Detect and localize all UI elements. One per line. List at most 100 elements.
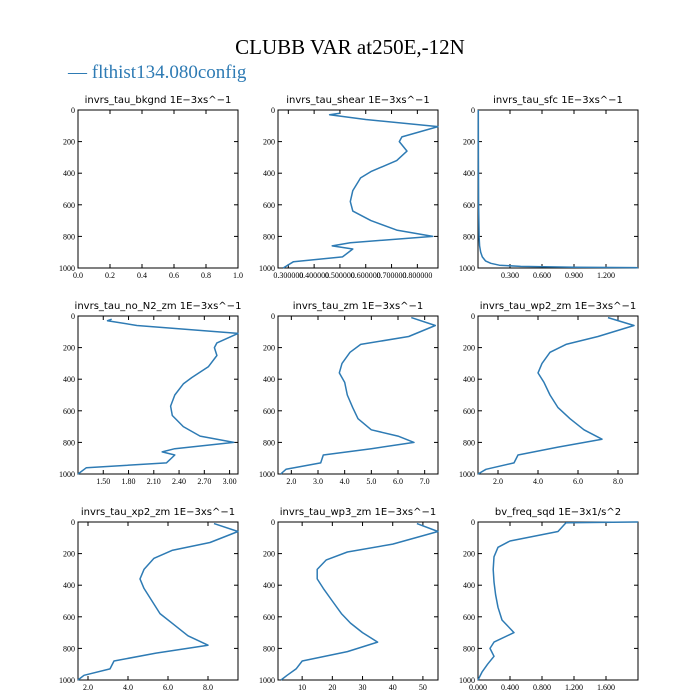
panel-title: bv_freq_sqd 1E−3x1/s^2 [495, 507, 621, 518]
y-tick-label: 600 [263, 613, 275, 622]
panel-title: invrs_tau_wp2_zm 1E−3xs^−1 [480, 301, 636, 312]
x-tick-label: 4.0 [123, 683, 133, 692]
y-tick-label: 800 [463, 644, 475, 653]
x-tick-label: 0.000 [469, 683, 487, 692]
series-line [280, 522, 439, 681]
x-tick-label: 6.0 [393, 477, 403, 486]
plot-frame [477, 521, 639, 681]
x-tick-label: 0.600 [533, 271, 551, 280]
x-tick-label: 3.0 [313, 477, 323, 486]
y-tick-label: 200 [463, 550, 475, 559]
y-tick-label: 0 [271, 312, 275, 321]
x-tick-label: 8.0 [203, 683, 213, 692]
y-tick-label: 0 [71, 106, 75, 115]
plot-frame [477, 109, 639, 269]
y-tick-label: 400 [263, 581, 275, 590]
plot-frame [77, 315, 239, 475]
panel-title: invrs_tau_wp3_zm 1E−3xs^−1 [280, 507, 436, 518]
y-tick-label: 800 [63, 438, 75, 447]
x-tick-label: 4.0 [340, 477, 350, 486]
x-tick-label: 0.6 [169, 271, 179, 280]
panel-7: invrs_tau_xp2_zm 1E−3xs^−1 0 200 400 600 800 1… [59, 507, 239, 692]
x-tick-label: 0.700000 [377, 271, 407, 280]
series-line [282, 112, 439, 269]
y-tick-label: 600 [263, 201, 275, 210]
x-tick-label: 1.80 [122, 477, 136, 486]
y-tick-label: 1000 [59, 264, 75, 273]
panel-title: invrs_tau_zm 1E−3xs^−1 [293, 301, 424, 312]
figure-title: CLUBB VAR at250E,-12N [235, 35, 465, 59]
x-tick-label: 0.600000 [351, 271, 381, 280]
x-tick-label: 0.400000 [299, 271, 329, 280]
y-tick-label: 400 [63, 581, 75, 590]
panel-1: invrs_tau_bkgnd 1E−3xs^−1 0 200 400 600 800 10… [59, 95, 243, 280]
x-tick-label: 0.300 [501, 271, 519, 280]
y-tick-label: 1000 [459, 676, 475, 685]
y-tick-label: 200 [463, 344, 475, 353]
y-tick-label: 800 [263, 438, 275, 447]
y-tick-label: 200 [463, 138, 475, 147]
x-tick-label: 2.70 [197, 477, 211, 486]
x-tick-label: 0.8 [201, 271, 211, 280]
y-tick-label: 600 [63, 613, 75, 622]
x-tick-label: 0.2 [105, 271, 115, 280]
x-tick-label: 0.4 [137, 271, 147, 280]
y-tick-label: 0 [71, 312, 75, 321]
x-tick-label: 3.00 [223, 477, 237, 486]
series-line [477, 316, 635, 475]
y-tick-label: 800 [63, 232, 75, 241]
panel-2: invrs_tau_shear 1E−3xs^−1 0 200 400 600 800 10… [259, 95, 439, 280]
y-tick-label: 800 [263, 644, 275, 653]
y-tick-label: 200 [263, 344, 275, 353]
y-tick-label: 600 [463, 613, 475, 622]
x-tick-label: 2.0 [493, 477, 503, 486]
y-tick-label: 0 [271, 106, 275, 115]
y-tick-label: 800 [463, 232, 475, 241]
y-tick-label: 400 [463, 375, 475, 384]
y-tick-label: 400 [263, 169, 275, 178]
y-tick-label: 0 [271, 518, 275, 527]
y-tick-label: 0 [471, 106, 475, 115]
y-tick-label: 1000 [259, 264, 275, 273]
y-tick-label: 200 [263, 550, 275, 559]
x-tick-label: 0.0 [73, 271, 83, 280]
y-tick-label: 600 [63, 201, 75, 210]
x-tick-label: 1.200 [565, 683, 583, 692]
x-tick-label: 2.0 [83, 683, 93, 692]
x-tick-label: 8.0 [613, 477, 623, 486]
x-tick-label: 50 [419, 683, 427, 692]
panel-8: invrs_tau_wp3_zm 1E−3xs^−1 0 200 400 600 800 1… [259, 507, 439, 692]
plot-frame [77, 109, 239, 269]
panel-9: bv_freq_sqd 1E−3x1/s^2020040060080010000… [459, 507, 639, 692]
x-tick-label: 1.600 [597, 683, 615, 692]
panel-title: invrs_tau_xp2_zm 1E−3xs^−1 [81, 507, 235, 518]
y-tick-label: 0 [71, 518, 75, 527]
y-tick-label: 400 [63, 375, 75, 384]
x-tick-label: 4.0 [533, 477, 543, 486]
y-tick-label: 1000 [59, 470, 75, 479]
y-tick-label: 400 [63, 169, 75, 178]
panel-title: invrs_tau_shear 1E−3xs^−1 [286, 95, 430, 106]
y-tick-label: 1000 [259, 676, 275, 685]
y-tick-label: 800 [63, 644, 75, 653]
series-line [477, 521, 639, 681]
x-tick-label: 0.400 [501, 683, 519, 692]
series-line [477, 109, 639, 269]
series-line [77, 522, 239, 681]
x-tick-label: 2.40 [172, 477, 186, 486]
x-tick-label: 1.0 [233, 271, 243, 280]
y-tick-label: 400 [463, 581, 475, 590]
plot-frame [277, 521, 439, 681]
y-tick-label: 600 [463, 201, 475, 210]
x-tick-label: 7.0 [420, 477, 430, 486]
x-tick-label: 0.800 [533, 683, 551, 692]
panel-grid: invrs_tau_bkgnd 1E−3xs^−1020040060080010… [59, 95, 639, 692]
x-tick-label: 30 [359, 683, 367, 692]
legend-entry: — flthist134.080config [67, 62, 247, 83]
x-tick-label: 2.0 [286, 477, 296, 486]
y-tick-label: 200 [63, 344, 75, 353]
y-tick-label: 0 [471, 518, 475, 527]
y-tick-label: 1000 [259, 470, 275, 479]
plot-frame [277, 109, 439, 269]
x-tick-label: 6.0 [573, 477, 583, 486]
